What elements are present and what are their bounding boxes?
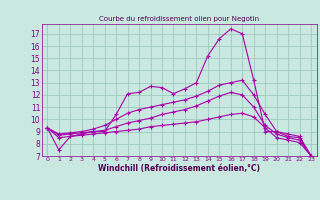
Title: Courbe du refroidissement olien pour Negotin: Courbe du refroidissement olien pour Neg… [99,16,259,22]
X-axis label: Windchill (Refroidissement éolien,°C): Windchill (Refroidissement éolien,°C) [98,164,260,173]
